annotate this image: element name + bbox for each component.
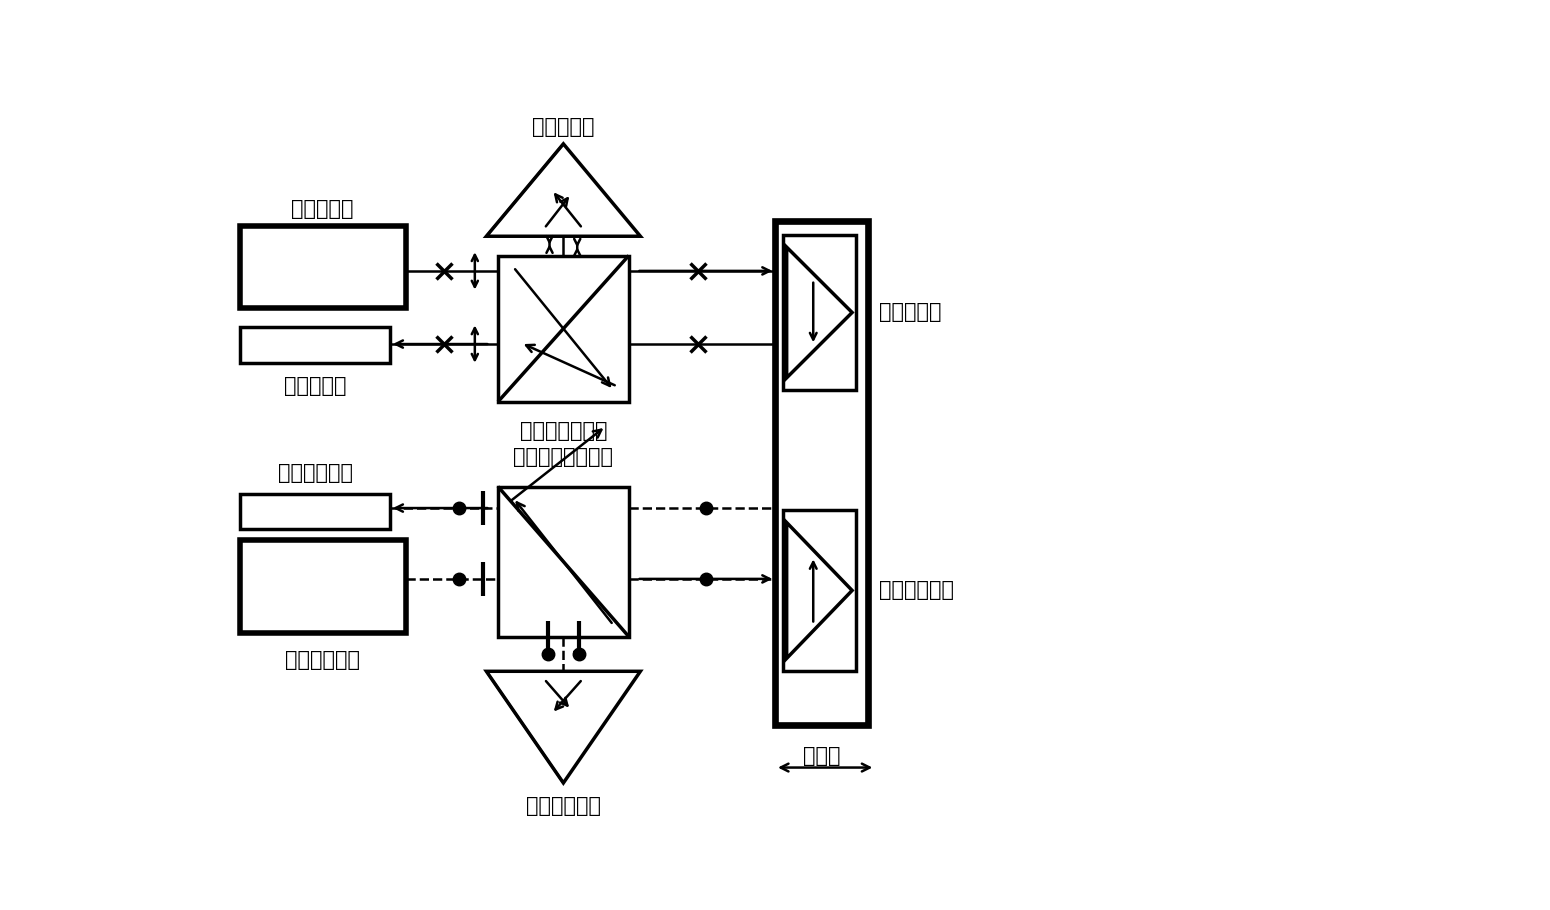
Text: 被校准偏振分光镜: 被校准偏振分光镜 [513, 447, 614, 467]
Text: 运动台: 运动台 [803, 746, 840, 766]
Bar [775, 221, 868, 725]
Bar [498, 256, 629, 402]
Text: 被校准接收器: 被校准接收器 [277, 462, 352, 482]
Bar [240, 227, 406, 308]
Bar [783, 235, 856, 390]
Text: 标准接收器: 标准接收器 [284, 377, 346, 397]
Text: 标准偏振分光镜: 标准偏振分光镜 [519, 421, 608, 441]
Bar [498, 487, 629, 637]
Bar [240, 494, 391, 529]
Bar [783, 510, 856, 672]
Bar [240, 541, 406, 632]
Text: 被校准参考镜: 被校准参考镜 [525, 796, 601, 816]
Text: 标准激光器: 标准激光器 [291, 199, 353, 219]
Text: 标准测量镜: 标准测量镜 [879, 302, 941, 322]
Bar [240, 327, 391, 363]
Text: 被校准测量镜: 被校准测量镜 [879, 581, 955, 601]
Text: 标准参考镜: 标准参考镜 [532, 116, 595, 136]
Text: 被校准激光器: 被校准激光器 [285, 650, 360, 670]
